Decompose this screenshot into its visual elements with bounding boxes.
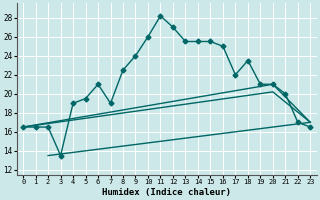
X-axis label: Humidex (Indice chaleur): Humidex (Indice chaleur) [102,188,231,197]
